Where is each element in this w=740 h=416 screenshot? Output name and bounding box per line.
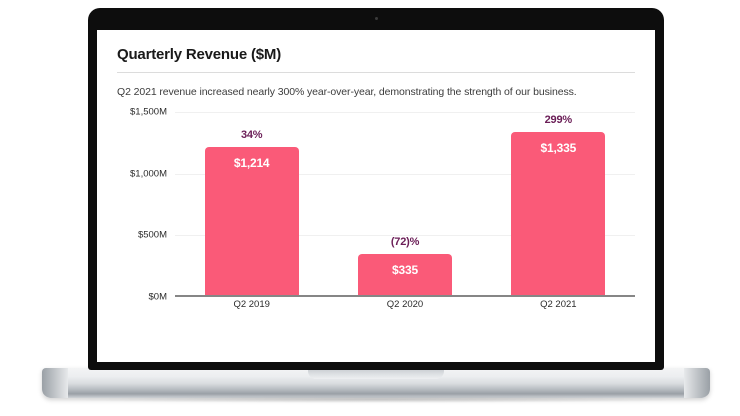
chart-plot-area: $1,500M $1,000M $500M $0M 34% $1,214 (117, 107, 635, 327)
laptop-screen-bezel: Quarterly Revenue ($M) Q2 2021 revenue i… (88, 8, 664, 370)
gridline (175, 112, 635, 113)
laptop-base-left-edge (42, 368, 68, 398)
y-axis: $1,500M $1,000M $500M $0M (117, 107, 173, 303)
y-axis-tick-label: $1,500M (130, 106, 167, 118)
chart-subtitle: Q2 2021 revenue increased nearly 300% ye… (117, 86, 577, 98)
bar-group-q2-2019: 34% $1,214 (175, 112, 328, 295)
laptop-base-right-edge (684, 368, 710, 398)
chart-grid-area: 34% $1,214 (72)% $335 299% (175, 112, 635, 297)
x-axis-tick-label: Q2 2019 (233, 299, 270, 310)
laptop-base (42, 368, 710, 398)
chart-card: Quarterly Revenue ($M) Q2 2021 revenue i… (97, 30, 655, 362)
growth-label: 34% (240, 129, 263, 141)
gridline (175, 235, 635, 237)
growth-label: 299% (544, 114, 573, 126)
bar-series: 34% $1,214 (72)% $335 299% (175, 112, 635, 295)
gridline (175, 173, 635, 175)
x-axis-tick-label: Q2 2021 (540, 299, 577, 310)
bar-group-q2-2020: (72)% $335 (328, 112, 481, 295)
bar-value-label: $335 (392, 263, 418, 277)
y-axis-tick-label: $0M (148, 291, 167, 303)
camera-dot-icon (374, 17, 378, 20)
bar[interactable]: $1,214 (204, 147, 299, 295)
bar[interactable]: $1,335 (511, 132, 606, 295)
page-title: Quarterly Revenue ($M) (117, 46, 281, 63)
growth-label: (72)% (390, 236, 420, 248)
x-axis: Q2 2019 Q2 2020 Q2 2021 (175, 299, 635, 310)
bar[interactable]: $335 (357, 254, 452, 295)
y-axis-tick-label: $500M (137, 229, 167, 241)
x-axis-tick-label: Q2 2020 (386, 299, 424, 310)
bar-value-label: $1,335 (540, 141, 577, 155)
laptop-base-notch (308, 368, 444, 379)
y-axis-tick-label: $1,000M (130, 168, 167, 180)
laptop-drop-shadow (70, 396, 682, 403)
bar-group-q2-2021: 299% $1,335 (482, 112, 635, 295)
title-divider (117, 72, 635, 73)
x-axis-baseline (175, 295, 635, 297)
bar-value-label: $1,214 (233, 156, 270, 170)
